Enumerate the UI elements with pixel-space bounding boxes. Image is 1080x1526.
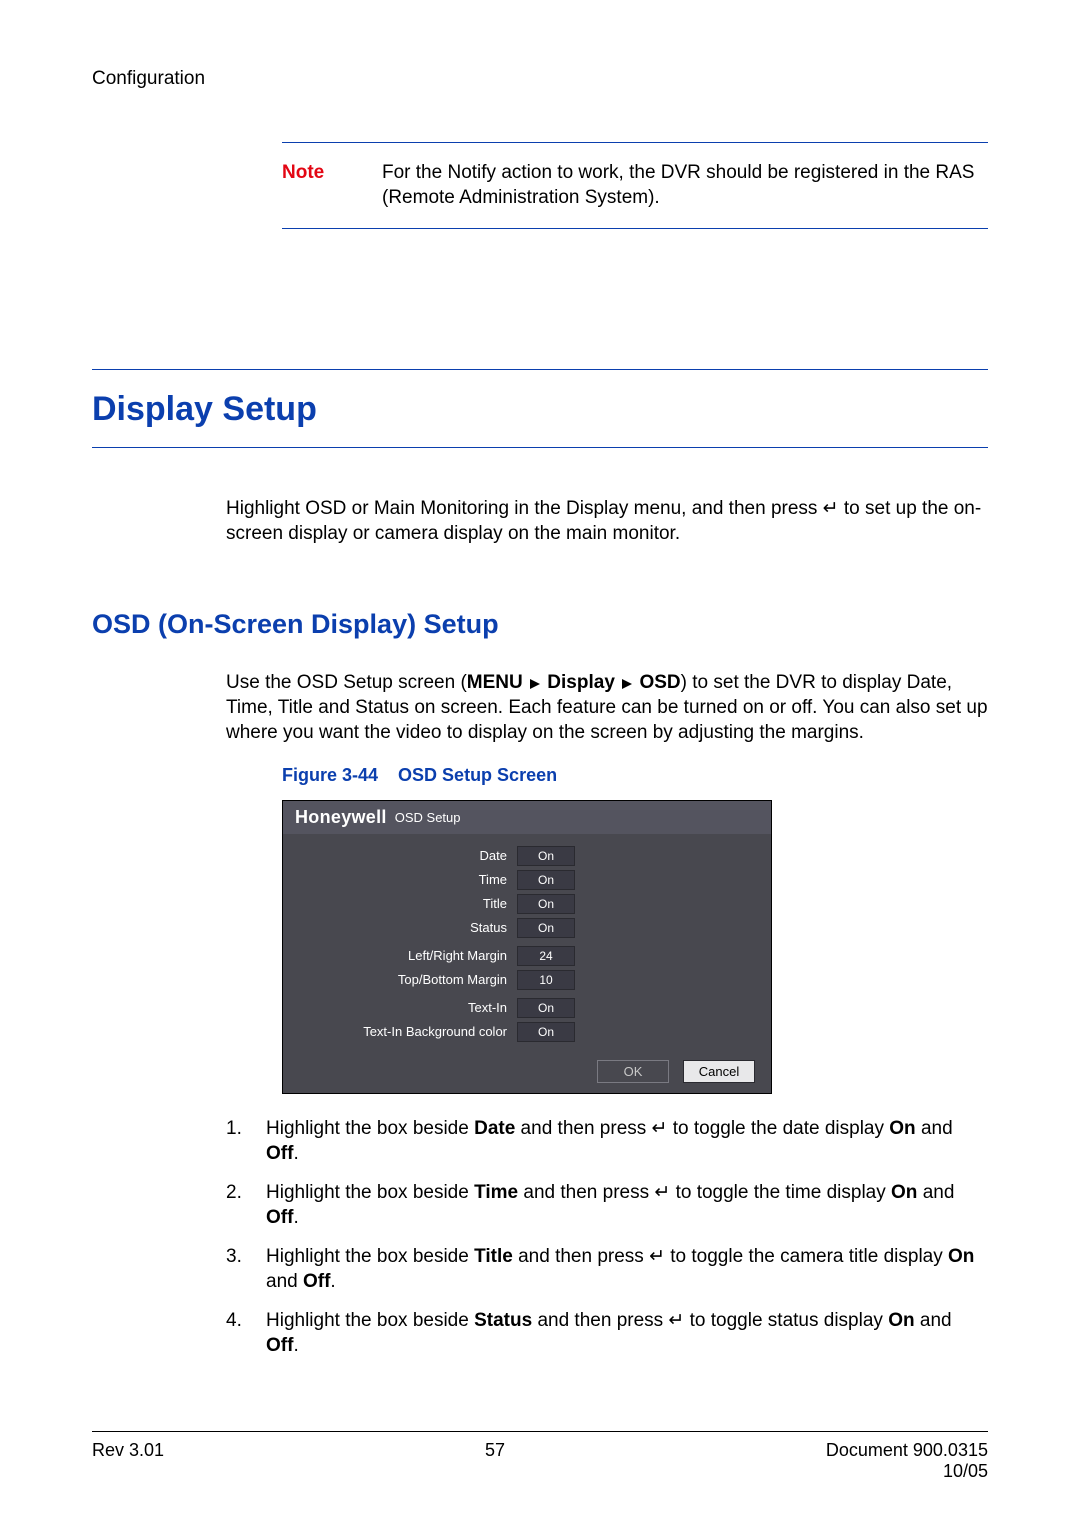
- osd-row: TitleOn: [299, 894, 755, 914]
- step-item: 1.Highlight the box beside Date and then…: [226, 1116, 988, 1166]
- footer-rev: Rev 3.01: [92, 1440, 164, 1461]
- osd-value-toggle[interactable]: 24: [517, 946, 575, 966]
- figure-caption: Figure 3-44 OSD Setup Screen: [282, 765, 988, 786]
- footer-date: 10/05: [943, 1461, 988, 1482]
- menu-path-segment: Display: [547, 672, 615, 693]
- osd-row-label: Status: [299, 920, 517, 935]
- step-item: 4.Highlight the box beside Status and th…: [226, 1308, 988, 1358]
- osd-value-toggle[interactable]: On: [517, 870, 575, 890]
- step-body: Highlight the box beside Time and then p…: [266, 1180, 988, 1230]
- figure-number: Figure 3-44: [282, 765, 378, 785]
- osd-row-label: Text-In: [299, 1000, 517, 1015]
- osd-row: Text-In Background colorOn: [299, 1022, 755, 1042]
- note-label: Note: [282, 161, 382, 210]
- subsection-title: OSD (On-Screen Display) Setup: [92, 609, 988, 640]
- step-number: 2.: [226, 1180, 266, 1230]
- osd-footer: OK Cancel: [283, 1054, 771, 1093]
- step-number: 4.: [226, 1308, 266, 1358]
- osd-row-label: Text-In Background color: [299, 1024, 517, 1039]
- osd-value-toggle[interactable]: 10: [517, 970, 575, 990]
- osd-value-toggle[interactable]: On: [517, 998, 575, 1018]
- arrow-icon: [622, 679, 632, 689]
- breadcrumb: Configuration: [92, 68, 988, 90]
- figure-title: OSD Setup Screen: [398, 765, 557, 785]
- osd-titlebar: Honeywell OSD Setup: [283, 801, 771, 834]
- section-title: Display Setup: [92, 370, 988, 447]
- osd-brand: Honeywell: [295, 807, 387, 828]
- step-number: 3.: [226, 1244, 266, 1294]
- osd-row-label: Time: [299, 872, 517, 887]
- osd-row: Left/Right Margin24: [299, 946, 755, 966]
- osd-window-title: OSD Setup: [395, 810, 461, 825]
- cancel-button[interactable]: Cancel: [683, 1060, 755, 1083]
- osd-row: Text-InOn: [299, 998, 755, 1018]
- arrow-icon: [530, 679, 540, 689]
- osd-row-label: Date: [299, 848, 517, 863]
- osd-value-toggle[interactable]: On: [517, 1022, 575, 1042]
- osd-value-toggle[interactable]: On: [517, 846, 575, 866]
- menu-path-segment: MENU: [467, 672, 523, 693]
- ok-button[interactable]: OK: [597, 1060, 669, 1083]
- osd-row: Top/Bottom Margin10: [299, 970, 755, 990]
- osd-row-label: Left/Right Margin: [299, 948, 517, 963]
- footer-doc: Document 900.0315: [826, 1440, 988, 1461]
- footer-page: 57: [485, 1440, 505, 1461]
- step-body: Highlight the box beside Title and then …: [266, 1244, 988, 1294]
- steps-list: 1.Highlight the box beside Date and then…: [226, 1116, 988, 1359]
- osd-body: DateOnTimeOnTitleOnStatusOnLeft/Right Ma…: [283, 834, 771, 1054]
- osd-intro-paragraph: Use the OSD Setup screen (MENU Display O…: [226, 670, 988, 745]
- osd-value-toggle[interactable]: On: [517, 918, 575, 938]
- step-body: Highlight the box beside Date and then p…: [266, 1116, 988, 1166]
- step-body: Highlight the box beside Status and then…: [266, 1308, 988, 1358]
- osd-value-toggle[interactable]: On: [517, 894, 575, 914]
- step-item: 3.Highlight the box beside Title and the…: [226, 1244, 988, 1294]
- note-text: For the Notify action to work, the DVR s…: [382, 161, 988, 210]
- osd-row: StatusOn: [299, 918, 755, 938]
- osd-row: DateOn: [299, 846, 755, 866]
- osd-row-label: Top/Bottom Margin: [299, 972, 517, 987]
- note-block: Note For the Notify action to work, the …: [282, 142, 988, 229]
- intro-paragraph: Highlight OSD or Main Monitoring in the …: [226, 496, 988, 546]
- osd-row: TimeOn: [299, 870, 755, 890]
- section-rule-bottom: [92, 447, 988, 448]
- menu-path-segment: OSD: [639, 672, 680, 693]
- osd-setup-panel: Honeywell OSD Setup DateOnTimeOnTitleOnS…: [282, 800, 772, 1094]
- osd-row-label: Title: [299, 896, 517, 911]
- step-item: 2.Highlight the box beside Time and then…: [226, 1180, 988, 1230]
- page-footer: Rev 3.01 57 Document 900.0315 10/05: [92, 1431, 988, 1482]
- step-number: 1.: [226, 1116, 266, 1166]
